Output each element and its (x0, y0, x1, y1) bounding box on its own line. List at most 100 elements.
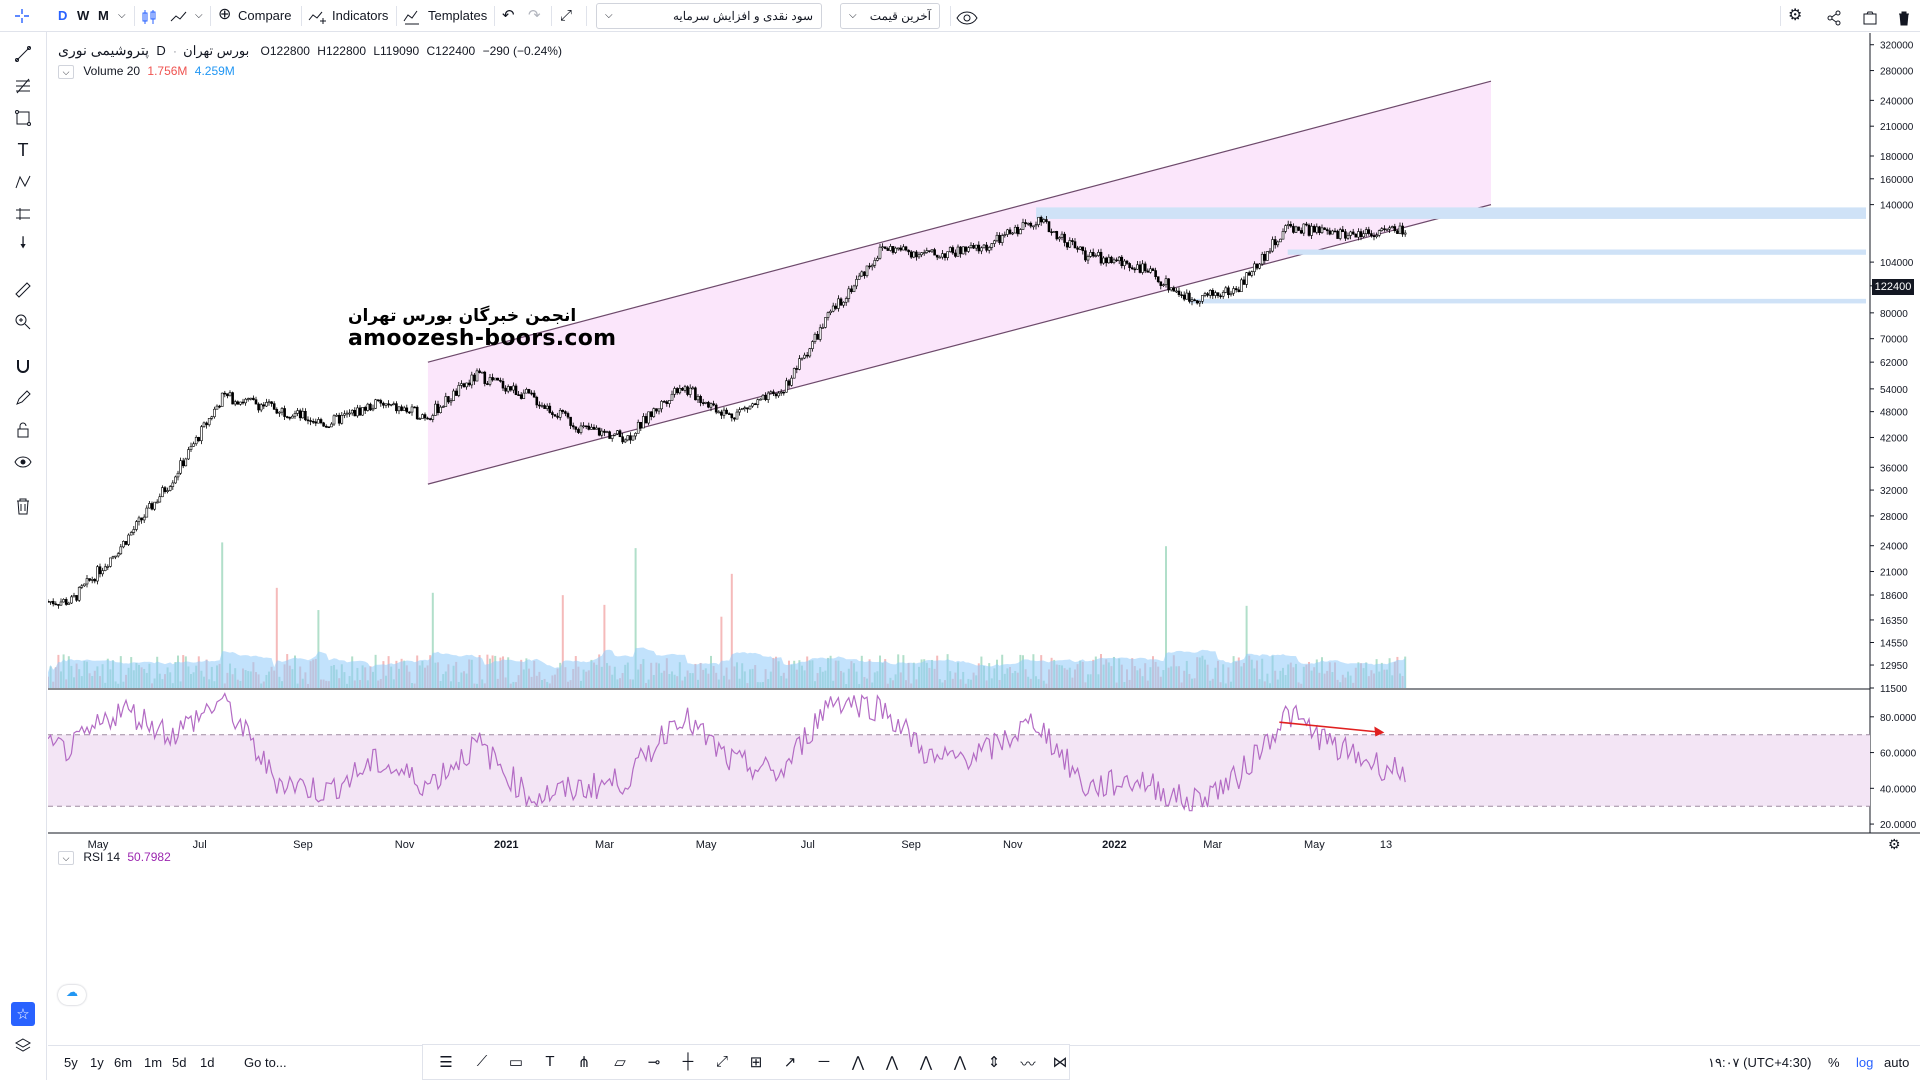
horizontal-zones[interactable] (1036, 207, 1866, 304)
abc-pattern-icon[interactable]: ⋀ (885, 1054, 899, 1071)
interval-month-button[interactable]: M (98, 8, 109, 23)
range-5y-button[interactable]: 5y (64, 1055, 78, 1070)
price-tick-label: 240000 (1880, 96, 1914, 107)
candles-icon[interactable] (140, 7, 158, 27)
fib-retracement-icon[interactable]: ⊞ (749, 1054, 763, 1071)
candle-body (1164, 278, 1168, 285)
ace-pattern-icon[interactable]: ⋀ (919, 1054, 933, 1071)
ray-icon[interactable]: ↗ (783, 1054, 797, 1071)
fullscreen-icon[interactable]: ⤢ (560, 7, 573, 24)
callout-icon[interactable]: ▱ (614, 1054, 626, 1071)
shapes-icon[interactable] (11, 106, 35, 130)
candle-body (57, 604, 60, 606)
candle-body (1341, 229, 1345, 232)
rsi-label[interactable]: RSI 14 (83, 850, 121, 864)
candle-body (384, 403, 388, 406)
interval-day-button[interactable]: D (58, 8, 68, 23)
rectangle-icon[interactable]: ▭ (508, 1054, 524, 1071)
candle-body (1221, 291, 1225, 297)
chart-type-dropdown-icon[interactable]: ⌵ (195, 10, 203, 21)
percent-scale-button[interactable]: % (1828, 1055, 1840, 1070)
text-icon[interactable]: T (545, 1053, 555, 1070)
remove-drawings-icon[interactable] (11, 494, 35, 518)
pitchfork-icon[interactable]: ⋔ (577, 1054, 591, 1071)
extended-line-icon[interactable]: ⤢ (715, 1053, 728, 1070)
compare-plus-icon[interactable]: ⊕ (218, 6, 232, 23)
volume-bar (431, 592, 434, 688)
patterns-icon[interactable] (11, 170, 35, 194)
time-axis[interactable]: May Jul Sep Nov 2021 Mar May Jul Sep Nov 2022 Mar Ma… (88, 836, 1901, 852)
candle-body (1136, 264, 1139, 270)
indicators-icon[interactable] (308, 7, 328, 27)
range-5d-button[interactable]: 5d (172, 1055, 187, 1070)
eye-icon[interactable] (956, 8, 978, 28)
auto-scale-button[interactable]: auto (1884, 1055, 1910, 1070)
interval-dropdown-icon[interactable]: ⌵ (118, 10, 126, 21)
volume-label[interactable]: Volume 20 (83, 64, 141, 78)
crosshair-icon[interactable] (14, 8, 30, 24)
log-scale-button[interactable]: log (1856, 1055, 1874, 1070)
price-source-select[interactable]: ⌵ آخرین قیمت (840, 3, 940, 29)
zoom-icon[interactable] (11, 310, 35, 334)
interval-week-button[interactable]: W (77, 8, 90, 23)
share-icon[interactable] (1826, 8, 1842, 28)
templates-icon[interactable] (403, 7, 423, 27)
horizontal-lines-icon[interactable]: ☰ (439, 1054, 453, 1071)
goto-date-button[interactable]: Go to... (244, 1055, 287, 1070)
symbol-name[interactable]: پتروشیمی نوری (58, 42, 150, 58)
xabcd-pattern-icon[interactable]: ⋀ (953, 1054, 967, 1071)
horizontal-ray-icon[interactable]: ⊸ (647, 1054, 661, 1071)
timezone-label[interactable]: ۱۹:۰۷ (UTC+4:30) (1708, 1055, 1812, 1070)
line-chart-icon[interactable] (170, 7, 190, 27)
settings-gear-icon[interactable]: ⚙ (1788, 7, 1803, 24)
elliott-wave-icon[interactable]: ⋀ (851, 1054, 865, 1071)
redo-icon[interactable]: ↷ (528, 7, 541, 24)
candle-body (257, 403, 260, 411)
watchlist-star-icon[interactable]: ☆ (11, 1002, 35, 1026)
candle-body (168, 486, 172, 491)
candle-body (587, 425, 591, 430)
candle-body (1094, 255, 1098, 257)
trend-line-icon[interactable] (11, 42, 35, 66)
arrow-down-icon[interactable]: 🠗 (19, 234, 27, 252)
trash-icon[interactable] (1897, 8, 1911, 28)
head-shoulders-icon[interactable]: ⋈ (1052, 1054, 1068, 1071)
candle-body (501, 381, 505, 389)
dividend-adjust-select[interactable]: ⌵ سود نقدی و افزایش سرمایه (596, 3, 822, 29)
price-chart[interactable]: 11500 12950 14550 16350 18600 21000 24000 28000… (48, 33, 1920, 1045)
snapshot-icon[interactable] (1862, 8, 1878, 28)
collapse-chevron-icon[interactable]: ⌵ (58, 64, 74, 79)
text-tool-icon[interactable]: T (17, 139, 29, 160)
lock-icon[interactable] (11, 418, 35, 442)
range-1m-button[interactable]: 1m (144, 1055, 163, 1070)
prediction-tools-icon[interactable] (11, 202, 35, 226)
magnet-icon[interactable] (11, 354, 35, 378)
layers-icon[interactable] (11, 1034, 35, 1058)
price-tick-label: 210000 (1880, 122, 1914, 133)
trend-line-icon[interactable]: ⟋ (476, 1053, 488, 1070)
horizontal-line-icon[interactable]: ─ (818, 1053, 830, 1070)
fib-tools-icon[interactable] (11, 74, 35, 98)
indicators-button[interactable]: Indicators (332, 8, 389, 23)
price-axis[interactable]: 11500 12950 14550 16350 18600 21000 24000 28000… (1870, 41, 1917, 831)
candle-body (426, 417, 429, 420)
cross-line-icon[interactable]: ┼ (682, 1053, 694, 1070)
hide-drawings-eye-icon[interactable] (11, 450, 35, 474)
templates-button[interactable]: Templates (428, 8, 488, 23)
candle-body (506, 386, 510, 392)
range-1d-button[interactable]: 1d (200, 1055, 215, 1070)
candle-body (943, 253, 947, 258)
candle-body (694, 387, 697, 401)
compare-button[interactable]: Compare (238, 8, 292, 23)
channel-drawing[interactable] (427, 80, 1492, 485)
range-1y-button[interactable]: 1y (90, 1055, 104, 1070)
date-price-range-icon[interactable]: ⇕ (987, 1054, 1001, 1071)
collapse-chevron-icon[interactable]: ⌵ (58, 850, 74, 865)
undo-icon[interactable]: ↶ (502, 7, 515, 24)
stay-in-drawing-icon[interactable] (11, 386, 35, 410)
tradingview-logo-icon[interactable]: ☁ (58, 985, 86, 1005)
range-6m-button[interactable]: 6m (114, 1055, 133, 1070)
brush-icon[interactable]: 〰 (1020, 1056, 1036, 1073)
ruler-icon[interactable] (11, 278, 35, 302)
price-tick-label: 70000 (1880, 335, 1908, 346)
